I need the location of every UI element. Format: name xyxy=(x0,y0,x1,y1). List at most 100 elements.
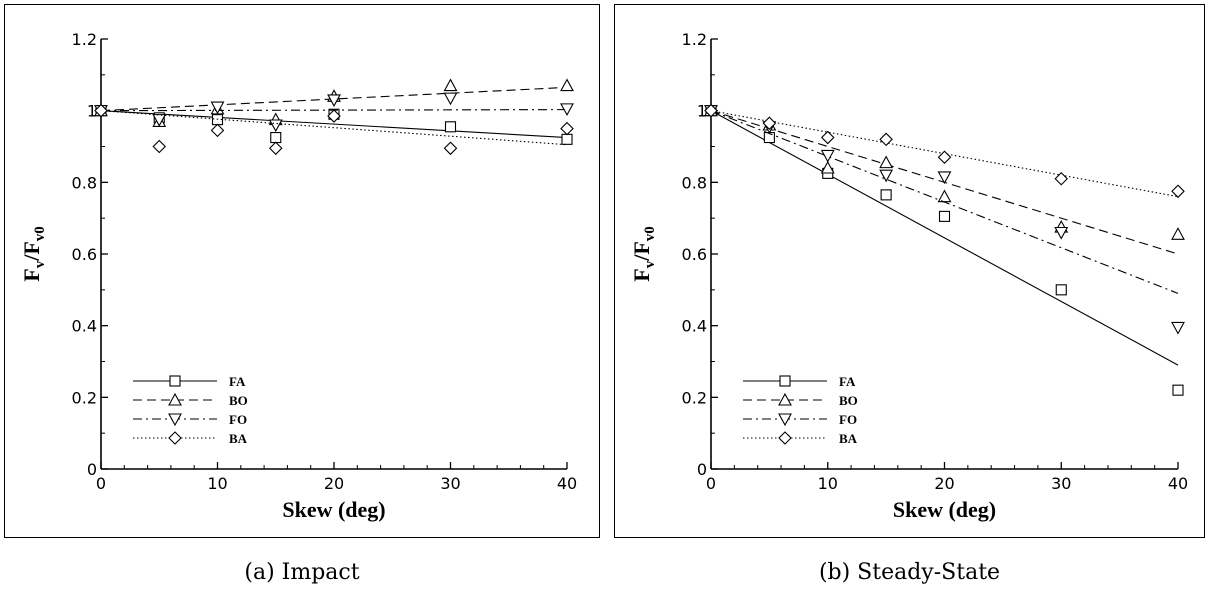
y-axis-title-part: /F xyxy=(19,241,44,262)
fit-line-fo xyxy=(710,110,1179,294)
legend-marker xyxy=(778,413,792,427)
x-axis-title: Skew (deg) xyxy=(282,497,385,522)
data-point-bo xyxy=(443,78,458,92)
x-tick-label: 40 xyxy=(557,474,577,493)
y-tick-label: 0.2 xyxy=(682,388,707,407)
data-point-fa xyxy=(1172,384,1184,396)
data-point-fa xyxy=(561,133,573,145)
legend-marker xyxy=(168,392,182,406)
y-tick-label: 1 xyxy=(87,102,97,121)
y-tick-label: 0.4 xyxy=(72,317,97,336)
legend-marker xyxy=(778,392,792,406)
legend-label: BO xyxy=(839,393,858,408)
data-point-fo xyxy=(1054,226,1069,240)
y-tick-label: 0.8 xyxy=(72,173,97,192)
y-axis-title: Fv/Fv0 xyxy=(629,226,658,282)
y-tick-label: 0.2 xyxy=(72,388,97,407)
series-fa xyxy=(705,105,1184,396)
chart-panel-impact: 0 10 20 30 40 0 0.2 0.4 0.6 0.8 1 1.2 Skew (deg) Fv/F… xyxy=(4,4,600,538)
legend-marker xyxy=(779,375,791,387)
data-point-fo xyxy=(327,94,341,108)
data-point-fo xyxy=(1171,321,1185,335)
y-tick-label: 0 xyxy=(87,460,97,479)
chart-steady-state: 0 10 20 30 40 0 0.2 0.4 0.6 0.8 1 1.2 Skew (deg) Fv/F… xyxy=(629,30,1188,522)
data-point-ba xyxy=(704,103,718,118)
data-point-fo xyxy=(443,92,458,106)
data-point-fo xyxy=(820,149,835,163)
legend-marker xyxy=(169,375,181,387)
data-point-fo xyxy=(560,103,574,117)
legend-label: BO xyxy=(229,393,248,408)
data-point-bo xyxy=(937,189,952,203)
chart-panel-steady-state: 0 10 20 30 40 0 0.2 0.4 0.6 0.8 1 1.2 Skew (deg) Fv/F… xyxy=(614,4,1205,538)
fit-line-fa xyxy=(100,110,568,139)
data-point-ba xyxy=(762,116,777,130)
y-tick-label: 1.2 xyxy=(72,30,97,49)
data-point-fa xyxy=(270,131,282,144)
legend-label: FA xyxy=(839,374,856,389)
data-point-ba xyxy=(152,139,167,154)
y-axis-title-subscript: v xyxy=(32,260,48,268)
data-point-fo xyxy=(937,171,952,185)
data-point-bo xyxy=(820,160,835,174)
y-axis-title-subscript: v xyxy=(642,260,658,268)
legend-label: FO xyxy=(839,412,857,427)
series-ba xyxy=(94,103,574,156)
data-point-ba xyxy=(268,141,283,156)
data-point-ba xyxy=(443,141,458,156)
fit-line-bo xyxy=(100,86,568,112)
y-axis-title-part: F xyxy=(629,268,654,281)
data-point-fa xyxy=(444,121,457,133)
data-point-ba xyxy=(1171,184,1185,199)
data-point-bo xyxy=(560,78,574,92)
x-tick-label: 20 xyxy=(934,474,954,493)
y-axis-title-subscript: v0 xyxy=(32,226,48,241)
y-axis-title-subscript: v0 xyxy=(642,226,658,241)
data-point-ba xyxy=(210,123,225,138)
data-point-ba xyxy=(94,103,108,118)
x-tick-label: 40 xyxy=(1168,474,1188,493)
data-point-fa xyxy=(1055,284,1067,296)
legend-marker xyxy=(168,413,182,427)
x-tick-label: 0 xyxy=(96,474,106,493)
x-tick-label: 10 xyxy=(207,474,227,493)
caption-steady-state: (b) Steady-State xyxy=(818,560,1001,585)
y-tick-label: 1 xyxy=(697,102,707,121)
y-axis-title: Fv/Fv0 xyxy=(19,226,48,282)
fit-line-fa xyxy=(710,110,1179,366)
data-point-ba xyxy=(879,132,893,147)
legend: FA BO FO BA xyxy=(743,374,858,446)
data-point-bo xyxy=(879,155,894,169)
y-tick-label: 0.8 xyxy=(682,173,707,192)
fit-line-ba xyxy=(100,110,568,146)
legend-label: BA xyxy=(229,431,248,446)
y-tick-label: 0 xyxy=(697,460,707,479)
x-tick-label: 20 xyxy=(324,474,344,493)
data-point-ba xyxy=(937,150,952,165)
data-point-fa xyxy=(880,189,892,201)
y-tick-label: 0.6 xyxy=(72,245,97,264)
data-point-fo xyxy=(152,114,167,127)
chart-impact: 0 10 20 30 40 0 0.2 0.4 0.6 0.8 1 1.2 Skew (deg) Fv/F… xyxy=(19,30,577,522)
x-tick-label: 30 xyxy=(1051,474,1071,493)
legend: FA BO FO BA xyxy=(133,374,248,446)
x-axis-title: Skew (deg) xyxy=(893,497,996,522)
legend-marker xyxy=(168,431,182,445)
y-tick-label: 0.6 xyxy=(682,245,707,264)
series-ba xyxy=(704,103,1185,199)
y-axis-title-part: F xyxy=(19,268,44,281)
data-point-ba xyxy=(1054,171,1069,186)
data-point-fa xyxy=(938,210,951,222)
y-tick-label: 1.2 xyxy=(682,30,707,49)
data-point-ba xyxy=(327,109,341,123)
x-tick-label: 30 xyxy=(440,474,460,493)
data-point-fo xyxy=(879,169,894,183)
x-tick-label: 0 xyxy=(706,474,716,493)
legend-label: BA xyxy=(839,431,858,446)
legend-label: FO xyxy=(229,412,247,427)
data-point-fo xyxy=(210,101,225,115)
data-point-ba xyxy=(560,121,574,136)
data-point-fo xyxy=(268,119,283,133)
legend-marker xyxy=(778,431,792,445)
caption-impact: (a) Impact xyxy=(244,560,360,585)
